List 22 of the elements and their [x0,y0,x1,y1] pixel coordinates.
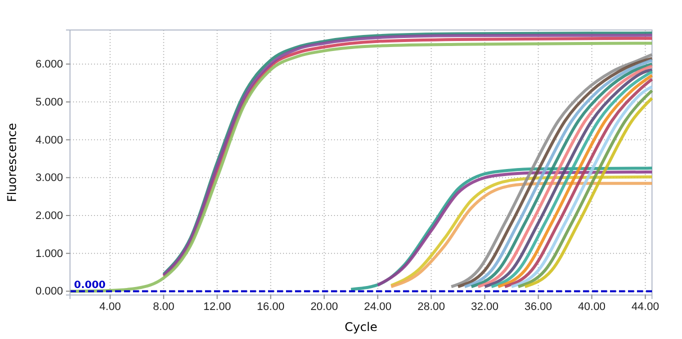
x-tick-label: 40.00 [578,300,606,313]
y-tick-label: 4.000 [35,134,63,146]
x-axis-title: Cycle [344,320,378,334]
x-tick-label: 4.00 [99,300,121,313]
x-tick-label: 24.00 [364,300,392,313]
y-tick-label: 1.000 [35,248,63,260]
x-tick-label: 12.00 [203,300,231,313]
y-tick-label: 2.000 [35,210,63,222]
x-tick-label: 36.00 [524,300,552,313]
y-tick-label: 0.000 [35,286,63,298]
x-tick-label: 20.00 [310,300,338,313]
x-tick-label: 8.00 [152,300,174,313]
y-tick-label: 5.000 [35,96,63,108]
x-tick-label: 32.00 [470,300,499,313]
x-tick-label: 16.00 [256,300,284,313]
y-tick-label: 3.000 [35,172,63,184]
ref-line-label: 0.000 [74,280,106,292]
y-axis-title: Fluorescence [5,122,19,202]
x-tick-label: 44.00 [632,300,660,313]
line-series [68,42,654,293]
y-tick-label: 6.000 [35,58,63,71]
x-tick-label: 28.00 [417,300,446,313]
